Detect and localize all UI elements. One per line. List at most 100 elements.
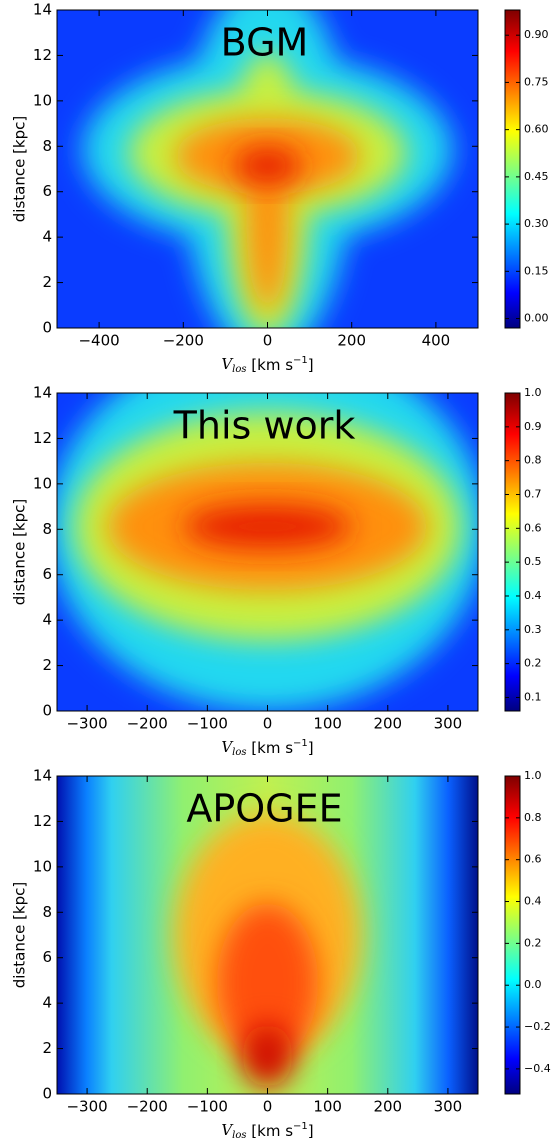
y-tick-label: 4 [42, 611, 52, 629]
colorbar-tick-label: 0.9 [524, 420, 542, 433]
colorbar-tick-label: 1.0 [524, 769, 542, 782]
x-axis-label-part: ] [308, 356, 314, 374]
x-tick-label: 0 [263, 332, 273, 350]
y-tick-label: 0 [42, 1085, 52, 1103]
y-axis-label: distance [kpc] [11, 116, 29, 223]
x-tick-label: −100 [187, 1098, 228, 1116]
x-tick-label: −400 [78, 332, 119, 350]
panel: APOGEE −300 −200 −100 0 100 200 300 0 2 4 6 8 10 12 14 d… [11, 767, 551, 1141]
panel-title: APOGEE [186, 787, 342, 831]
x-tick-label: −200 [163, 332, 204, 350]
x-axis-label-part: los [232, 1130, 246, 1141]
y-tick-label: 12 [33, 46, 52, 64]
x-axis-label: Vlos [km s−1] [221, 1121, 313, 1141]
y-tick-label: 12 [33, 812, 52, 830]
x-tick-label: 200 [373, 1098, 402, 1116]
colorbar-tick-label: 0.15 [524, 264, 549, 277]
y-tick-label: 8 [42, 137, 52, 155]
colorbar-tick-label: 0.00 [524, 312, 549, 325]
x-tick-label: 300 [434, 715, 463, 733]
colorbar-tick-label: 0.6 [524, 521, 542, 534]
panel-title: BGM [221, 21, 309, 65]
heatmap-blob [183, 504, 352, 549]
panel: This work −300 −200 −100 0 100 200 300 0 2 4 6 8 10 12… [11, 384, 542, 758]
colorbar-tick-label: 0.2 [524, 936, 542, 949]
x-tick-label: 0 [263, 715, 273, 733]
colorbar-tick-label: 0.75 [524, 75, 549, 88]
colorbar-tick-label: 0.6 [524, 853, 542, 866]
colorbar-tick-label: −0.2 [524, 1020, 551, 1033]
y-axis-label: distance [kpc] [11, 499, 29, 606]
y-tick-label: 6 [42, 565, 52, 583]
colorbar-tick-label: 0.8 [524, 811, 542, 824]
x-tick-label: 300 [434, 1098, 463, 1116]
y-tick-label: 2 [42, 1039, 52, 1057]
heatmap-level [233, 146, 302, 185]
x-axis-label-part: los [232, 364, 246, 375]
heatmap-level [242, 1024, 293, 1088]
x-tick-label: −200 [127, 1098, 168, 1116]
colorbar-tick-label: 0.4 [524, 589, 542, 602]
x-tick-label: 200 [373, 715, 402, 733]
heatmap-level [216, 903, 319, 1063]
y-tick-label: 0 [42, 702, 52, 720]
x-axis-label-part: V [221, 355, 234, 373]
x-axis-label-part: −1 [293, 1121, 308, 1132]
colorbar-tick-label: 0.90 [524, 28, 549, 41]
heatmap-level [183, 504, 352, 549]
y-tick-label: 10 [33, 474, 52, 492]
colorbar-tick-label: 0.2 [524, 657, 542, 670]
y-tick-label: 10 [33, 857, 52, 875]
panel-title: This work [173, 404, 356, 448]
x-tick-label: −200 [127, 715, 168, 733]
y-tick-label: 2 [42, 656, 52, 674]
colorbar [504, 392, 521, 712]
y-tick-label: 4 [42, 228, 52, 246]
y-tick-label: 0 [42, 319, 52, 337]
y-tick-label: 8 [42, 903, 52, 921]
heatmap [57, 393, 478, 711]
colorbar-tick-label: −0.4 [524, 1062, 551, 1075]
panel: BGM −400 −200 0 200 400 0 2 4 6 8 10 12 14 distance [k… [11, 1, 549, 375]
x-axis-label-part: los [232, 747, 246, 758]
y-tick-label: 6 [42, 948, 52, 966]
y-tick-label: 14 [33, 384, 52, 402]
heatmap-blob [242, 1024, 293, 1088]
x-axis-label-part: [km s [247, 356, 294, 374]
colorbar-tick-label: 0.1 [524, 690, 542, 703]
y-tick-label: 12 [33, 429, 52, 447]
colorbar [504, 775, 521, 1095]
heatmap [57, 10, 478, 328]
y-tick-label: 6 [42, 182, 52, 200]
heatmap-blob [216, 903, 319, 1063]
x-axis-label-part: V [221, 738, 234, 756]
x-tick-label: 0 [263, 1098, 273, 1116]
colorbar-tick-label: 0.60 [524, 123, 549, 136]
x-tick-label: 100 [313, 715, 342, 733]
x-tick-label: −300 [66, 1098, 107, 1116]
heatmap [57, 776, 478, 1094]
x-axis-label-part: ] [308, 739, 314, 757]
colorbar-tick-label: 0.0 [524, 978, 542, 991]
y-tick-label: 14 [33, 1, 52, 19]
colorbar-tick-label: 0.8 [524, 454, 542, 467]
x-axis-label-part: −1 [293, 355, 308, 366]
x-axis-label-part: ] [308, 1122, 314, 1140]
y-tick-label: 4 [42, 994, 52, 1012]
x-tick-label: 400 [422, 332, 451, 350]
x-axis-label-part: V [221, 1121, 234, 1139]
x-axis-label-part: −1 [293, 738, 308, 749]
colorbar-tick-label: 0.30 [524, 217, 549, 230]
x-tick-label: 200 [337, 332, 366, 350]
colorbar-tick-label: 0.3 [524, 623, 542, 636]
colorbar-tick-label: 0.45 [524, 170, 549, 183]
y-tick-label: 2 [42, 273, 52, 291]
colorbar [504, 9, 521, 329]
x-tick-label: 100 [313, 1098, 342, 1116]
y-tick-label: 8 [42, 520, 52, 538]
y-axis-label: distance [kpc] [11, 882, 29, 989]
y-tick-label: 10 [33, 91, 52, 109]
y-tick-label: 14 [33, 767, 52, 785]
colorbar-tick-label: 0.7 [524, 487, 542, 500]
